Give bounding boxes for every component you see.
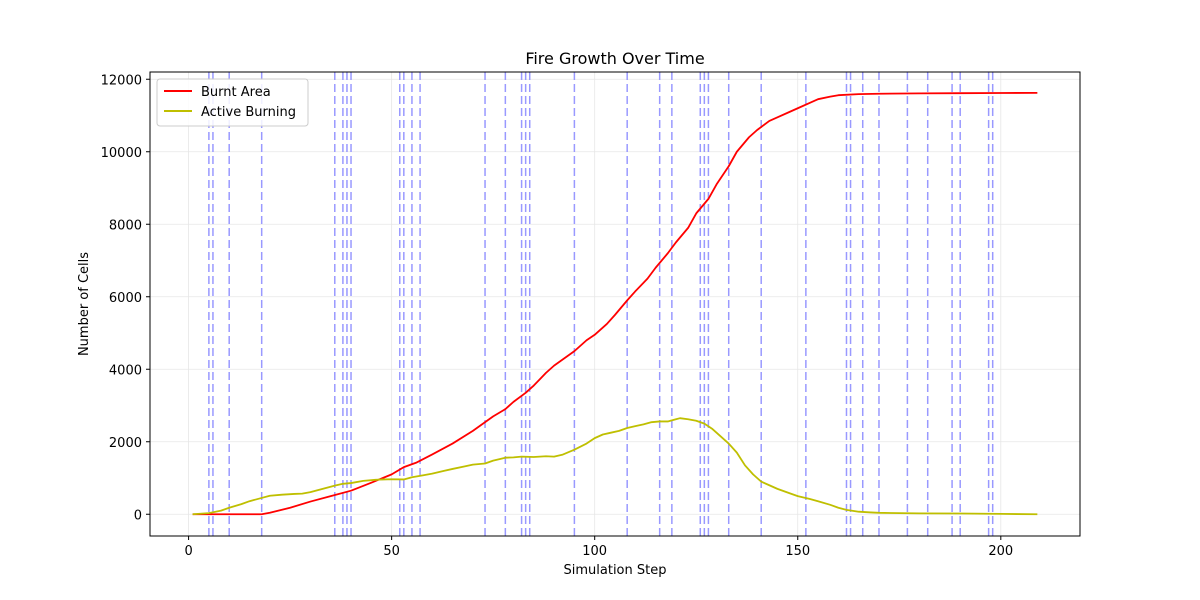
series-lines <box>192 91 1038 516</box>
burnt-area-line <box>192 91 1038 516</box>
active-burning-line <box>192 417 1038 516</box>
legend-label-burnt-area: Burnt Area <box>201 85 271 100</box>
x-tick-label: 100 <box>582 544 607 559</box>
plot-frame <box>149 71 1081 537</box>
x-tick-label: 200 <box>988 544 1013 559</box>
x-tick-label: 150 <box>785 544 810 559</box>
y-axis-label: Number of Cells <box>77 252 92 356</box>
y-tick-label: 8000 <box>109 218 142 233</box>
legend-label-active-burning: Active Burning <box>201 105 296 120</box>
legend: Burnt Area Active Burning <box>156 78 309 127</box>
grid <box>150 72 1080 536</box>
y-tick-label: 12000 <box>101 73 142 88</box>
y-tick-label: 0 <box>134 508 142 523</box>
chart-title: Fire Growth Over Time <box>525 49 704 68</box>
y-tick-label: 6000 <box>109 291 142 306</box>
y-tick-label: 2000 <box>109 436 142 451</box>
x-tick-label: 50 <box>383 544 400 559</box>
y-axis-ticks: 0 2000 4000 6000 8000 10000 12000 <box>101 73 150 523</box>
x-tick-label: 0 <box>184 544 192 559</box>
x-axis-ticks: 0 50 100 150 200 <box>184 536 1013 559</box>
y-tick-label: 10000 <box>101 146 142 161</box>
event-lines <box>208 72 994 536</box>
x-axis-label: Simulation Step <box>564 563 667 578</box>
y-tick-label: 4000 <box>109 363 142 378</box>
legend-box <box>156 78 309 127</box>
